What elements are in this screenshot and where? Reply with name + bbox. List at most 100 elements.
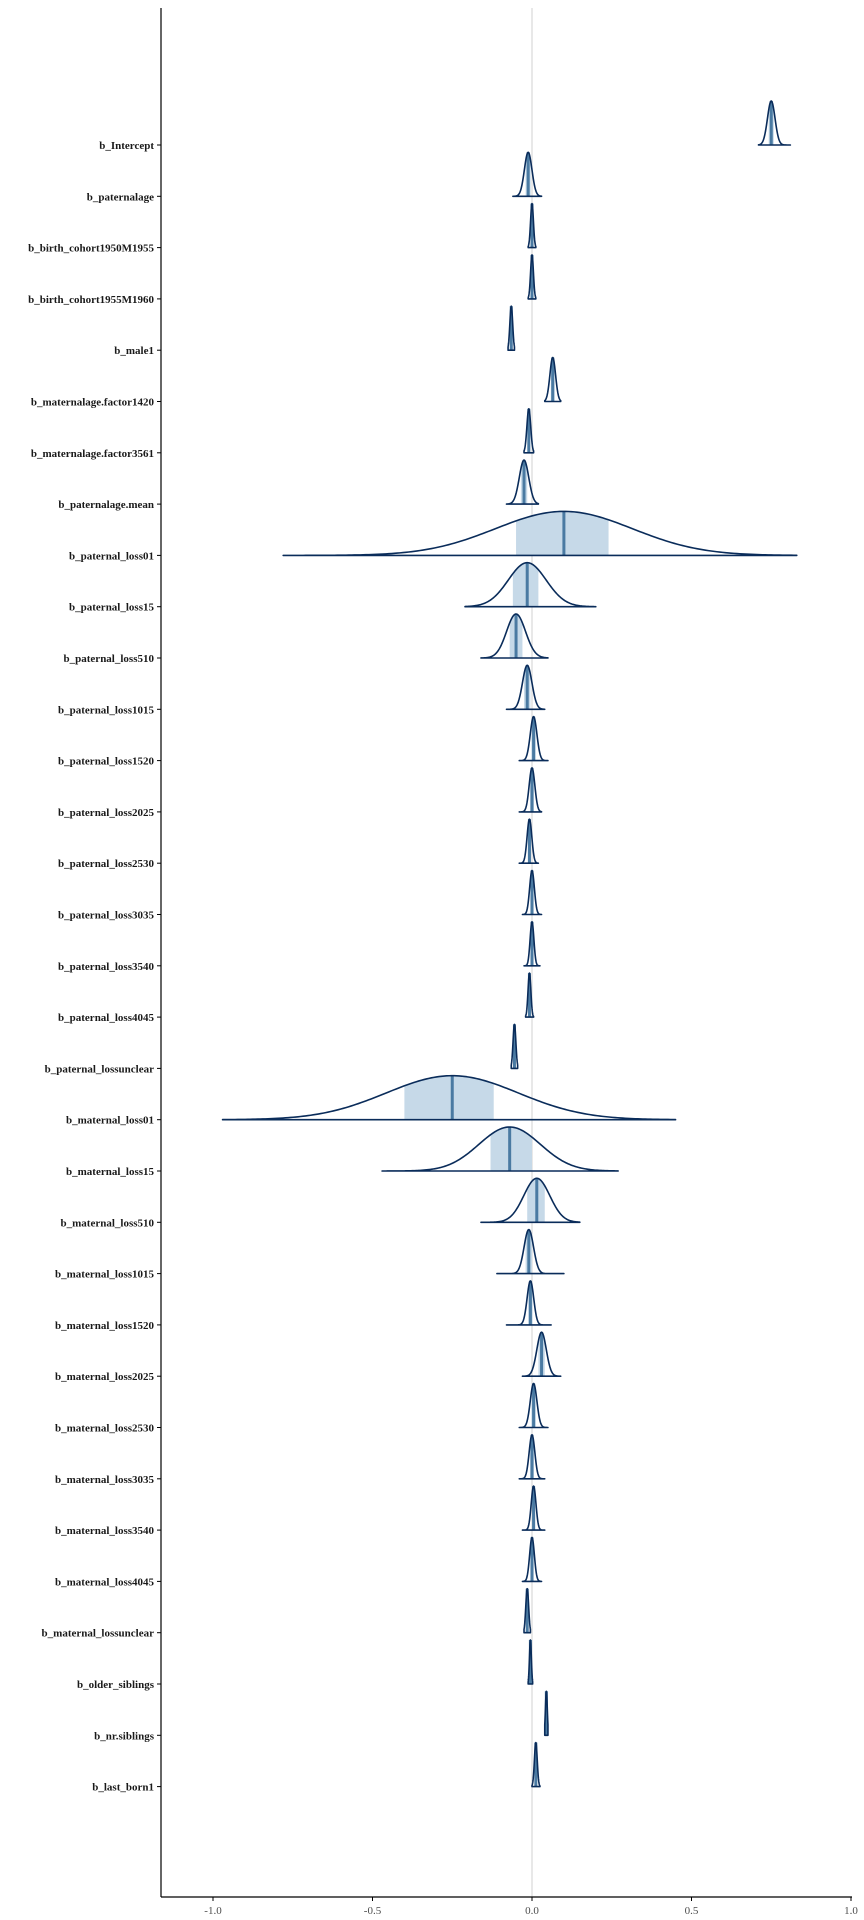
density-curve-b_last_born1 — [531, 1741, 541, 1788]
y-tick-label: b_maternalage.factor3561 — [31, 448, 154, 460]
y-tick-label: b_paternalage — [87, 191, 154, 203]
density-curve-b_maternal_loss1520 — [505, 1280, 552, 1326]
density-curve-b_maternal_loss01 — [221, 1074, 677, 1121]
ridge-b_paternal_loss2530 — [518, 818, 540, 864]
ridges-layer — [221, 100, 798, 1788]
y-tick-label: b_paternal_loss4045 — [58, 1012, 154, 1024]
ridge-b_older_siblings — [527, 1639, 534, 1685]
y-tick-label: b_maternal_loss1520 — [55, 1320, 155, 1332]
interval-area-b_paternal_loss01 — [516, 511, 609, 556]
ridge-b_paternal_loss1015 — [505, 664, 546, 711]
ridge-b_nr.siblings — [543, 1690, 549, 1737]
y-tick-label: b_paternalage.mean — [58, 499, 154, 511]
y-tick-label: b_birth_cohort1955M1960 — [28, 294, 154, 306]
interval-area-b_maternal_loss15 — [490, 1127, 532, 1171]
ridge-b_maternal_loss1520 — [505, 1280, 552, 1326]
x-axis-ticks: -1.0 -0.5 0.0 0.5 1.0 — [204, 1897, 858, 1917]
y-tick-label: b_paternal_loss01 — [69, 550, 154, 562]
density-curve-b_male1 — [507, 305, 516, 351]
density-curve-b_paternal_loss510 — [480, 613, 549, 659]
ridge-b_paternal_lossunclear — [510, 1023, 519, 1070]
y-tick-label: b_paternal_loss2530 — [58, 858, 154, 870]
y-tick-label: b_maternal_lossunclear — [42, 1628, 155, 1640]
density-curve-b_paternal_loss2530 — [518, 818, 540, 864]
density-curve-b_paternal_loss3540 — [523, 921, 541, 967]
y-tick-label: b_paternal_loss1520 — [58, 756, 154, 768]
density-curve-b_birth_cohort1950M1955 — [527, 202, 537, 249]
ridge-b_last_born1 — [531, 1741, 541, 1788]
density-curve-b_maternal_lossunclear — [523, 1587, 532, 1634]
density-curve-b_maternalage.factor1420 — [543, 356, 562, 403]
ridge-b_maternal_loss510 — [480, 1177, 581, 1224]
density-curve-b_paternal_loss01 — [282, 510, 798, 557]
y-tick-label: b_maternal_loss510 — [61, 1217, 155, 1229]
ridge-b_maternal_loss3035 — [518, 1434, 546, 1480]
ridge-b_paternalage.mean — [505, 459, 540, 505]
y-tick-label: b_male1 — [114, 345, 154, 357]
y-tick-label: b_last_born1 — [92, 1782, 154, 1794]
y-tick-label: b_maternal_loss1015 — [55, 1269, 155, 1281]
density-curve-b_nr.siblings — [543, 1690, 549, 1737]
ridge-b_maternalage.factor1420 — [543, 356, 562, 403]
y-tick-label: b_paternal_loss3035 — [58, 910, 154, 922]
ridge-b_male1 — [507, 305, 516, 351]
y-tick-label: b_maternal_loss15 — [66, 1166, 155, 1178]
ridge-b_maternal_lossunclear — [523, 1587, 532, 1634]
y-tick-label: b_nr.siblings — [94, 1730, 155, 1742]
density-curve-b_paternalage.mean — [505, 459, 540, 505]
ridge-b_paternal_loss2025 — [518, 767, 543, 813]
ridge-b_maternal_loss1015 — [496, 1228, 565, 1275]
density-curve-b_maternal_loss15 — [381, 1126, 619, 1172]
density-curve-b_paternalage — [512, 151, 543, 198]
y-tick-label: b_birth_cohort1950M1955 — [28, 243, 154, 255]
ridge-b_paternal_loss3540 — [523, 921, 541, 967]
ridge-b_maternal_loss01 — [221, 1074, 677, 1121]
ridge-b_Intercept — [757, 100, 792, 146]
ridge-b_paternal_loss510 — [480, 613, 549, 659]
ridge-b_paternal_loss1520 — [518, 715, 549, 762]
ridge-b_maternal_loss2530 — [518, 1382, 549, 1429]
ridge-b_paternal_loss4045 — [524, 972, 535, 1018]
density-curve-b_birth_cohort1955M1960 — [527, 254, 537, 300]
y-tick-label: b_maternal_loss3035 — [55, 1474, 155, 1486]
density-curve-b_maternal_loss3035 — [518, 1434, 546, 1480]
ridge-b_birth_cohort1950M1955 — [527, 202, 537, 249]
ridge-b_maternalage.factor3561 — [523, 408, 535, 454]
density-curve-b_paternal_loss1520 — [518, 715, 549, 762]
density-curve-b_paternal_loss4045 — [524, 972, 535, 1018]
ridge-b_maternal_loss15 — [381, 1126, 619, 1172]
y-tick-label: b_maternal_loss3540 — [55, 1525, 155, 1537]
y-tick-label: b_paternal_loss510 — [64, 653, 155, 665]
density-curve-b_paternal_lossunclear — [510, 1023, 519, 1070]
density-curve-b_older_siblings — [527, 1639, 534, 1685]
density-curve-b_maternal_loss3540 — [521, 1485, 546, 1531]
ridge-b_paternal_loss3035 — [521, 869, 543, 916]
ridge-b_paternal_loss15 — [464, 561, 597, 608]
y-tick-label: b_paternal_lossunclear — [45, 1063, 155, 1075]
density-curve-b_maternalage.factor3561 — [523, 408, 535, 454]
density-curve-b_maternal_loss2025 — [521, 1331, 562, 1377]
x-tick-label: 0.0 — [525, 1905, 539, 1917]
y-tick-label: b_older_siblings — [77, 1679, 155, 1691]
density-curve-b_maternal_loss4045 — [521, 1536, 543, 1583]
y-tick-label: b_paternal_loss3540 — [58, 961, 154, 973]
y-tick-label: b_maternalage.factor1420 — [31, 397, 155, 409]
y-tick-label: b_paternal_loss1015 — [58, 704, 154, 716]
ridge-b_maternal_loss3540 — [521, 1485, 546, 1531]
density-curve-b_maternal_loss2530 — [518, 1382, 549, 1429]
y-tick-label: b_maternal_loss4045 — [55, 1576, 155, 1588]
ridge-b_maternal_loss2025 — [521, 1331, 562, 1377]
density-curve-b_Intercept — [757, 100, 792, 146]
interval-area-b_paternal_loss15 — [512, 562, 539, 607]
y-tick-label: b_maternal_loss01 — [66, 1115, 154, 1127]
ridge-b_birth_cohort1955M1960 — [527, 254, 537, 300]
y-axis-ticks: b_Intercept b_paternalage b_birth_cohort19… — [28, 140, 161, 1794]
y-tick-label: b_paternal_loss15 — [69, 602, 154, 614]
density-curve-b_maternal_loss1015 — [496, 1228, 565, 1275]
interval-area-b_maternal_loss01 — [404, 1075, 494, 1120]
x-tick-label: 0.5 — [685, 1905, 699, 1917]
density-curve-b_maternal_loss510 — [480, 1177, 581, 1224]
x-tick-label: 1.0 — [844, 1905, 858, 1917]
ridge-b_maternal_loss4045 — [521, 1536, 543, 1583]
